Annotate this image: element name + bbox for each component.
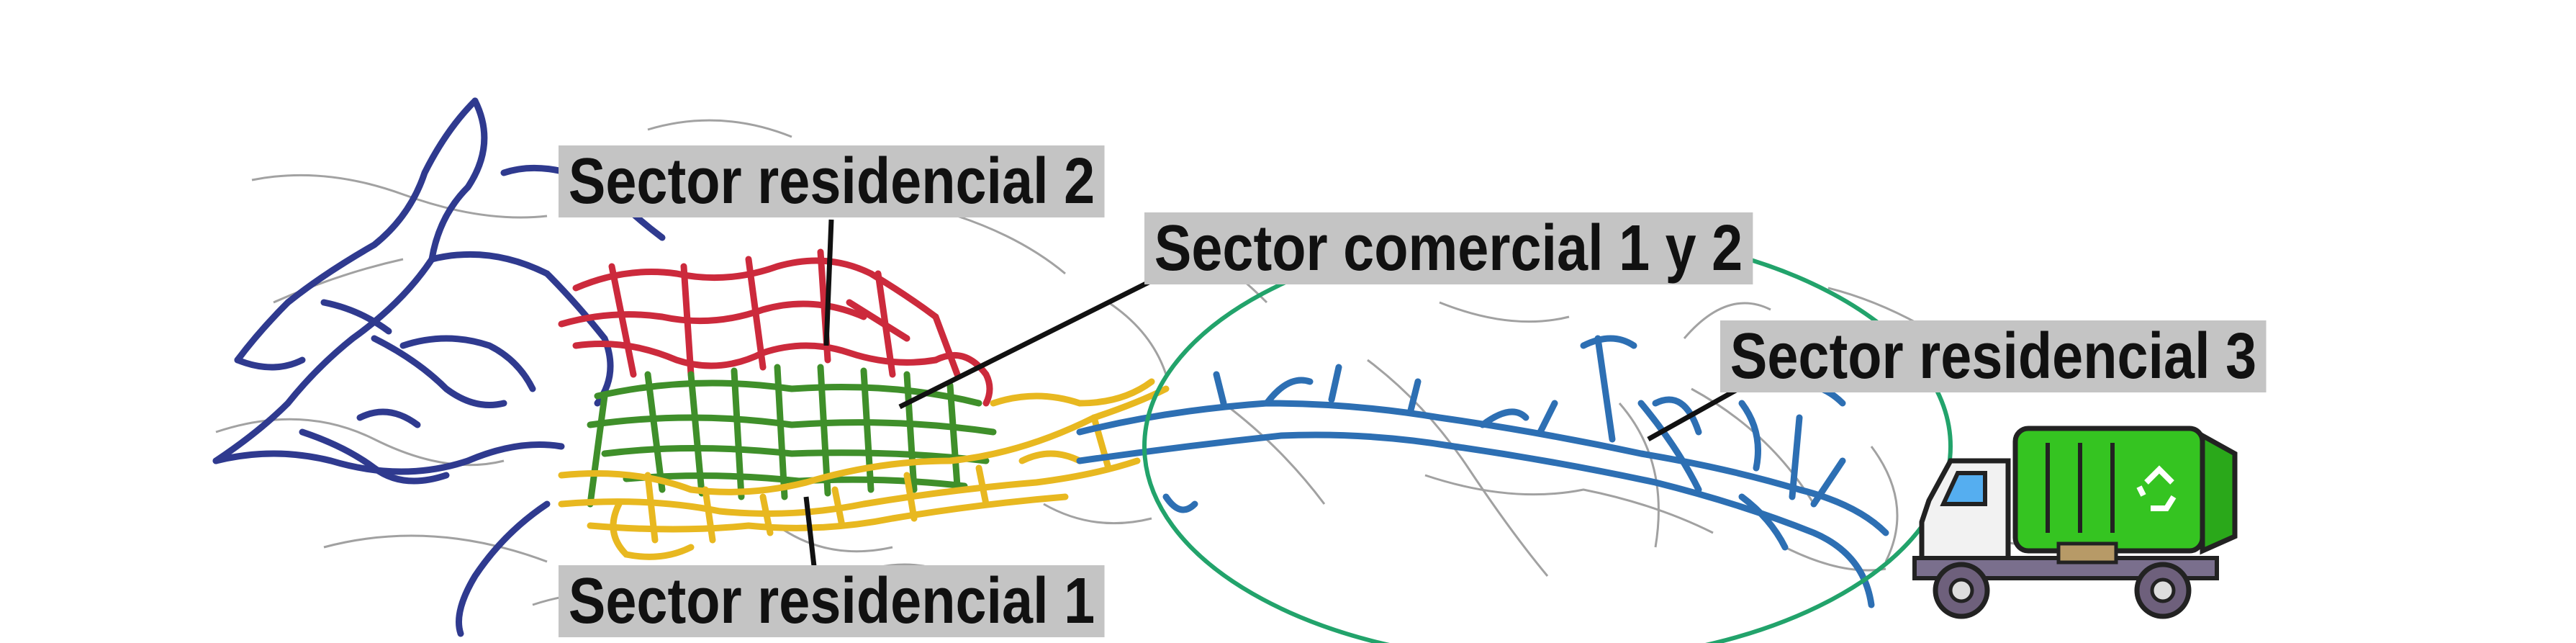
comercial-routes [587, 364, 997, 508]
label-sector-residencial-1: Sector residencial 1 [559, 565, 1105, 637]
residencial-2-routes [558, 248, 993, 407]
residencial-1-routes [558, 378, 1170, 560]
label-sector-comercial: Sector comercial 1 y 2 [1144, 212, 1753, 284]
garbage-truck-icon [1912, 426, 2238, 619]
label-sector-residencial-3: Sector residencial 3 [1720, 320, 2267, 392]
label-sector-residencial-2: Sector residencial 2 [559, 145, 1105, 217]
recycle-icon [2136, 465, 2177, 511]
